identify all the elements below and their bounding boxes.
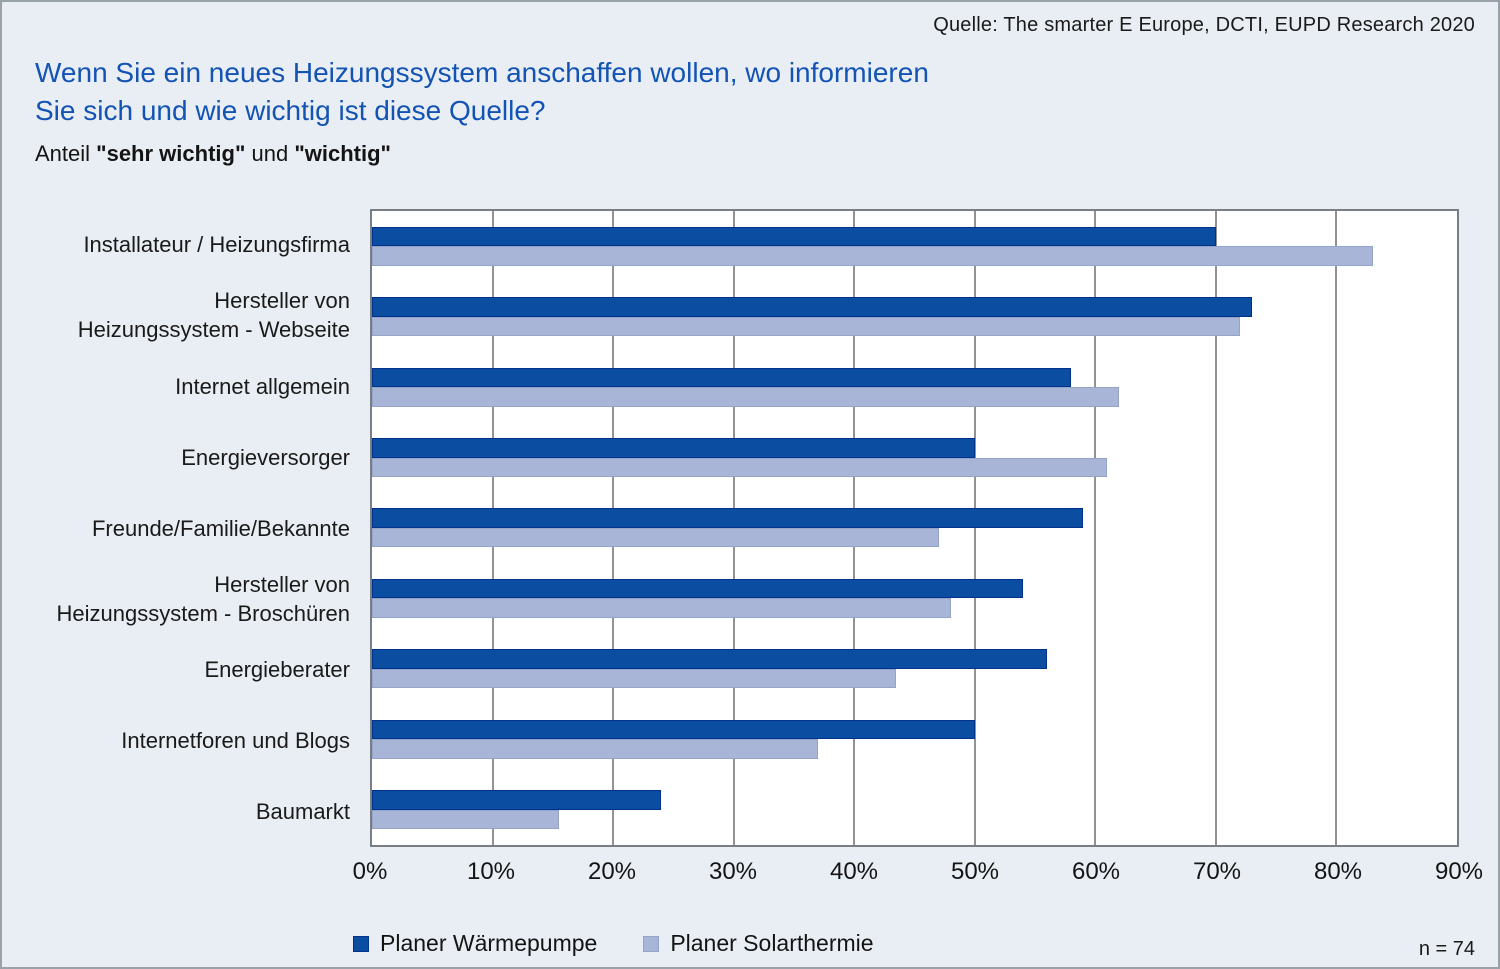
x-tick-label: 20% [587,858,637,885]
gridline [973,211,976,845]
x-tick-label: 40% [829,858,879,885]
category-labels: Installateur / Heizungsfirma Hersteller v… [2,209,370,847]
subtitle-bold-sehr-wichtig: "sehr wichtig" [96,141,246,166]
category-label: Energieberater [204,657,350,683]
gridline [1335,211,1338,845]
category-label: Energieversorger [181,444,350,470]
bar-solarthermie [372,668,897,689]
x-tick-label: 70% [1192,858,1242,885]
bar-rows [372,211,1457,845]
bar-waermepumpe [372,297,1253,317]
x-tick-label: 50% [950,858,1000,885]
bar-solarthermie [372,739,819,759]
x-tick-label: 30% [708,858,758,885]
page-title-line1: Wenn Sie ein neues Heizungssystem anscha… [35,57,929,88]
gridline [1214,211,1217,845]
legend-item-solarthermie: Planer Solarthermie [643,930,874,957]
subtitle-bold-wichtig: "wichtig" [294,141,391,166]
sample-size-note: n = 74 [1418,938,1475,960]
bar-group [372,704,1457,774]
subtitle-prefix: Anteil [35,141,97,166]
bar-group [372,422,1457,492]
bar-solarthermie [372,387,1120,407]
legend-label-waermepumpe: Planer Wärmepumpe [380,930,598,956]
x-tick-label: 10% [466,858,516,885]
bar-solarthermie [372,809,559,830]
category-label: Baumarkt [255,799,350,825]
category-label: Internetforen und Blogs [121,728,350,754]
bar-solarthermie [372,598,951,618]
bar-solarthermie [372,246,1373,266]
x-tick-label: 0% [352,858,388,885]
bar-waermepumpe [372,790,662,810]
bar-group [372,352,1457,422]
bar-solarthermie [372,316,1240,337]
bar-group [372,563,1457,633]
bar-solarthermie [372,457,1108,478]
category-label: Internet allgemein [175,373,350,399]
bar-waermepumpe [372,367,1072,388]
x-axis-ticks: 0% 10% 20% 30% 40% 50% 60% 70% 80% 90% [353,858,1483,890]
bar-waermepumpe [372,719,975,740]
source-text: Quelle: The smarter E Europe, DCTI, EUPD… [933,14,1475,36]
bar-solarthermie [372,527,939,548]
x-tick-label: 60% [1071,858,1121,885]
bar-group [372,211,1457,281]
legend-swatch-solarthermie-icon [643,935,660,952]
category-label: Hersteller von Heizungssystem - Broschür… [56,571,350,626]
x-tick-label: 90% [1434,858,1484,885]
bar-group [372,281,1457,351]
bar-group [372,775,1457,845]
x-tick-label: 80% [1313,858,1363,885]
bar-waermepumpe [372,578,1023,599]
bar-waermepumpe [372,226,1216,247]
legend-label-solarthermie: Planer Solarthermie [670,930,874,956]
bar-group [372,493,1457,563]
bar-group [372,634,1457,704]
page-title-line2: Sie sich und wie wichtig ist diese Quell… [35,95,546,126]
legend: Planer Wärmepumpe Planer Solarthermie [353,930,874,957]
category-label: Freunde/Familie/Bekannte [91,515,350,541]
chart-subtitle: Anteil "sehr wichtig" und "wichtig" [35,141,391,167]
page-title: Wenn Sie ein neues Heizungssystem anscha… [35,54,929,130]
category-label: Hersteller von Heizungssystem - Webseite [77,288,350,343]
bar-waermepumpe [372,508,1084,528]
category-label: Installateur / Heizungsfirma [83,231,350,257]
subtitle-mid: und [245,141,295,166]
bar-waermepumpe [372,438,975,458]
plot-area [370,209,1459,847]
bar-waermepumpe [372,649,1048,669]
gridline [1094,211,1097,845]
legend-item-waermepumpe: Planer Wärmepumpe [353,930,597,957]
legend-swatch-waermepumpe-icon [353,935,369,952]
